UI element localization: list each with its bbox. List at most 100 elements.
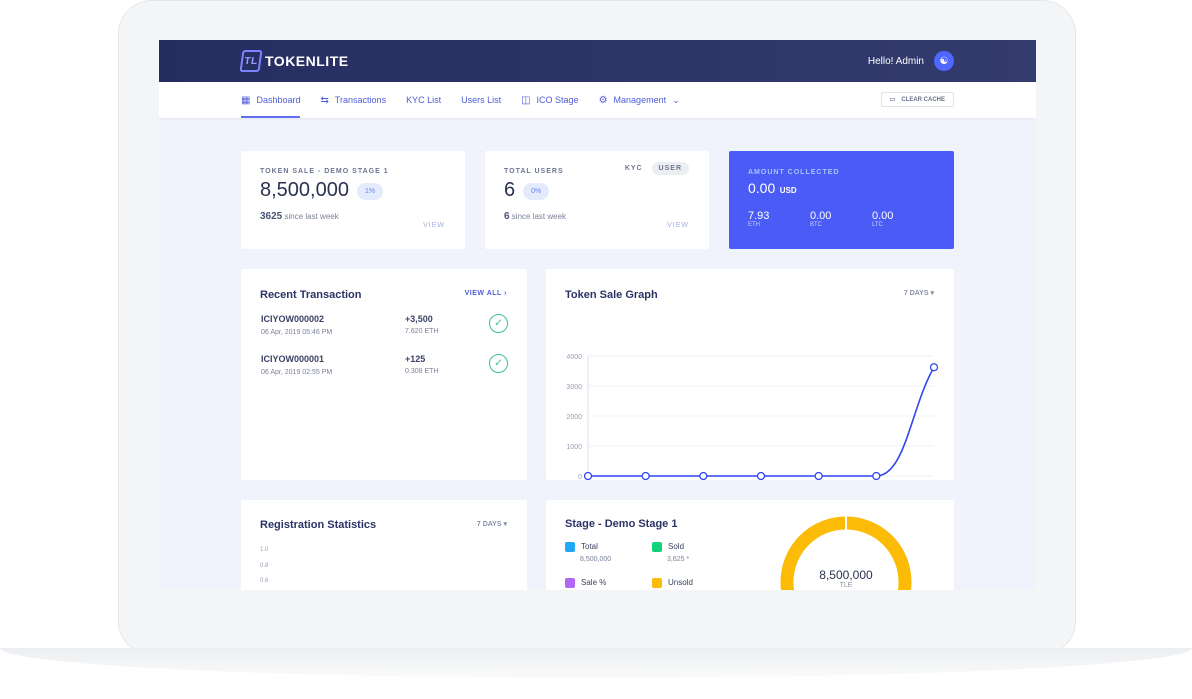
- chevron-down-icon: ⌄: [672, 94, 680, 105]
- nav-users-list[interactable]: Users List: [461, 82, 501, 118]
- percent-badge: 0%: [523, 183, 550, 201]
- currency-code: BTC: [810, 222, 822, 228]
- range-dropdown[interactable]: 7 DAYS ▾: [904, 289, 934, 297]
- since-count: 6: [504, 211, 510, 222]
- data-point: [929, 363, 939, 372]
- line-chart: 0100020003000400031 Mar01 Apr02 Apr03 Ap…: [566, 354, 939, 480]
- legend-sold: Sold 3,625 *: [652, 542, 689, 563]
- user-toggle[interactable]: USER: [651, 162, 689, 175]
- y-tick-label: 4000: [566, 354, 582, 361]
- amount-unit: USD: [779, 186, 797, 195]
- card-title: Stage - Demo Stage 1: [565, 518, 678, 530]
- transaction-row[interactable]: ICIYOW000002 06 Apr, 2019 05:46 PM +3,500 7…: [261, 314, 511, 336]
- clear-cache-label: CLEAR CACHE: [901, 96, 945, 103]
- legend-label: Unsold: [668, 578, 693, 588]
- since-count: 3625: [260, 211, 283, 222]
- grid-icon: ▦: [241, 94, 251, 106]
- y-tick: 0.8: [260, 562, 269, 569]
- currency-value: 0.00: [810, 210, 832, 222]
- y-axis: 1.0 0.8 0.6: [260, 543, 268, 590]
- nav-label: KYC List: [406, 95, 442, 105]
- range-label: 7 DAYS: [903, 290, 929, 297]
- legend-total: Total 8,500,000: [565, 542, 611, 563]
- clear-cache-button[interactable]: ▭ CLEAR CACHE: [880, 92, 954, 107]
- currency-code: ETH: [748, 222, 760, 228]
- trash-icon: ▭: [889, 97, 896, 103]
- donut-center: 8,500,000 TLE: [796, 568, 896, 589]
- card-label: TOTAL USERS: [504, 168, 564, 175]
- users-value: 6: [504, 179, 516, 201]
- currency-code: LTC: [872, 222, 883, 228]
- series-line: [587, 366, 935, 477]
- tx-eth: 7.620 ETH: [405, 328, 439, 335]
- data-point: [872, 471, 881, 480]
- range-dropdown[interactable]: 7 DAYS ▾: [477, 520, 507, 528]
- legend-label: Total: [581, 542, 598, 552]
- logo[interactable]: TL TOKENLITE: [239, 50, 349, 72]
- nav-label: Users List: [461, 95, 502, 105]
- y-tick-label: 0: [578, 474, 582, 480]
- greeting: Hello! Admin: [867, 55, 924, 67]
- nav-kyc-list[interactable]: KYC List: [406, 82, 441, 118]
- arrows-icon: ⇆: [320, 94, 329, 106]
- percent-badge: 1%: [356, 183, 384, 201]
- total-users-card: TOTAL USERS KYC USER 6 0% 6 since last we…: [485, 151, 709, 249]
- chevron-right-icon: ›: [504, 290, 507, 297]
- currency-ltc: 0.00 LTC: [872, 210, 934, 228]
- tx-date: 06 Apr, 2019 02:55 PM: [261, 369, 333, 376]
- data-point: [699, 471, 708, 480]
- legend-value: 8,500,000: [580, 556, 612, 563]
- currency-value: 7.93: [748, 210, 770, 222]
- nav-ico-stage[interactable]: ◫ ICO Stage: [521, 82, 578, 118]
- nav-label: Management: [613, 95, 667, 105]
- data-point: [756, 471, 766, 480]
- data-point: [583, 471, 593, 480]
- amount-value: 0.00: [748, 180, 776, 196]
- recent-transactions-card: Recent Transaction VIEW ALL › ICIYOW0000…: [241, 269, 527, 480]
- user-icon: ☯: [934, 51, 954, 71]
- donut-unit: TLE: [839, 582, 853, 589]
- view-all-link[interactable]: VIEW ALL ›: [465, 290, 507, 297]
- legend-value: 3,625 *: [667, 556, 690, 563]
- nav-dashboard[interactable]: ▦ Dashboard: [241, 82, 301, 118]
- currency-value: 0.00: [872, 210, 894, 222]
- check-icon: ✓: [489, 314, 508, 333]
- tx-date: 06 Apr, 2019 05:46 PM: [261, 329, 333, 336]
- logo-icon: TL: [239, 50, 263, 72]
- tx-eth: 0.308 ETH: [405, 368, 439, 375]
- currency-eth: 7.93 ETH: [748, 210, 810, 228]
- tx-amount: +125: [405, 354, 426, 364]
- tx-id: ICIYOW000002: [261, 314, 325, 324]
- check-icon: ✓: [489, 354, 508, 373]
- card-title: Recent Transaction: [260, 289, 362, 301]
- nav-label: ICO Stage: [536, 95, 579, 105]
- card-label: TOKEN SALE - DEMO STAGE 1: [260, 168, 389, 175]
- view-link[interactable]: VIEW: [667, 222, 689, 229]
- view-all-label: VIEW ALL: [464, 290, 502, 297]
- legend-label: Sale %: [581, 578, 607, 588]
- coins-icon: ◫: [521, 94, 531, 106]
- nav-transactions[interactable]: ⇆ Transactions: [320, 82, 386, 118]
- token-sale-graph-card: Token Sale Graph 7 DAYS ▾ 0 1000 2000 3000 4…: [546, 269, 954, 480]
- donut-chart: [780, 516, 912, 590]
- token-sale-value: 8,500,000: [260, 179, 349, 201]
- nav-management[interactable]: ⚙ Management ⌄: [599, 82, 680, 118]
- since-text: since last week: [511, 212, 567, 221]
- y-tick-label: 2000: [566, 414, 582, 421]
- currency-btc: 0.00 BTC: [810, 210, 872, 228]
- range-label: 7 DAYS: [476, 521, 502, 528]
- kyc-toggle[interactable]: KYC: [624, 165, 643, 172]
- view-link[interactable]: VIEW: [423, 222, 445, 229]
- tx-amount: +3,500: [405, 314, 433, 324]
- nav-label: Dashboard: [256, 95, 301, 105]
- legend-sale-percent: Sale %: [565, 578, 606, 588]
- donut-value: 8,500,000: [819, 568, 873, 582]
- y-tick-label: 3000: [566, 384, 582, 391]
- data-point: [641, 471, 650, 480]
- transaction-row[interactable]: ICIYOW000001 06 Apr, 2019 02:55 PM +125 0.3…: [261, 354, 511, 376]
- data-point: [814, 471, 823, 480]
- top-bar: TL TOKENLITE Hello! Admin ☯: [159, 40, 1036, 82]
- user-menu[interactable]: Hello! Admin ☯: [868, 51, 954, 71]
- screen: TL TOKENLITE Hello! Admin ☯ ▦ Dashboard ⇆ Tr…: [159, 40, 1036, 590]
- tx-id: ICIYOW000001: [261, 354, 325, 364]
